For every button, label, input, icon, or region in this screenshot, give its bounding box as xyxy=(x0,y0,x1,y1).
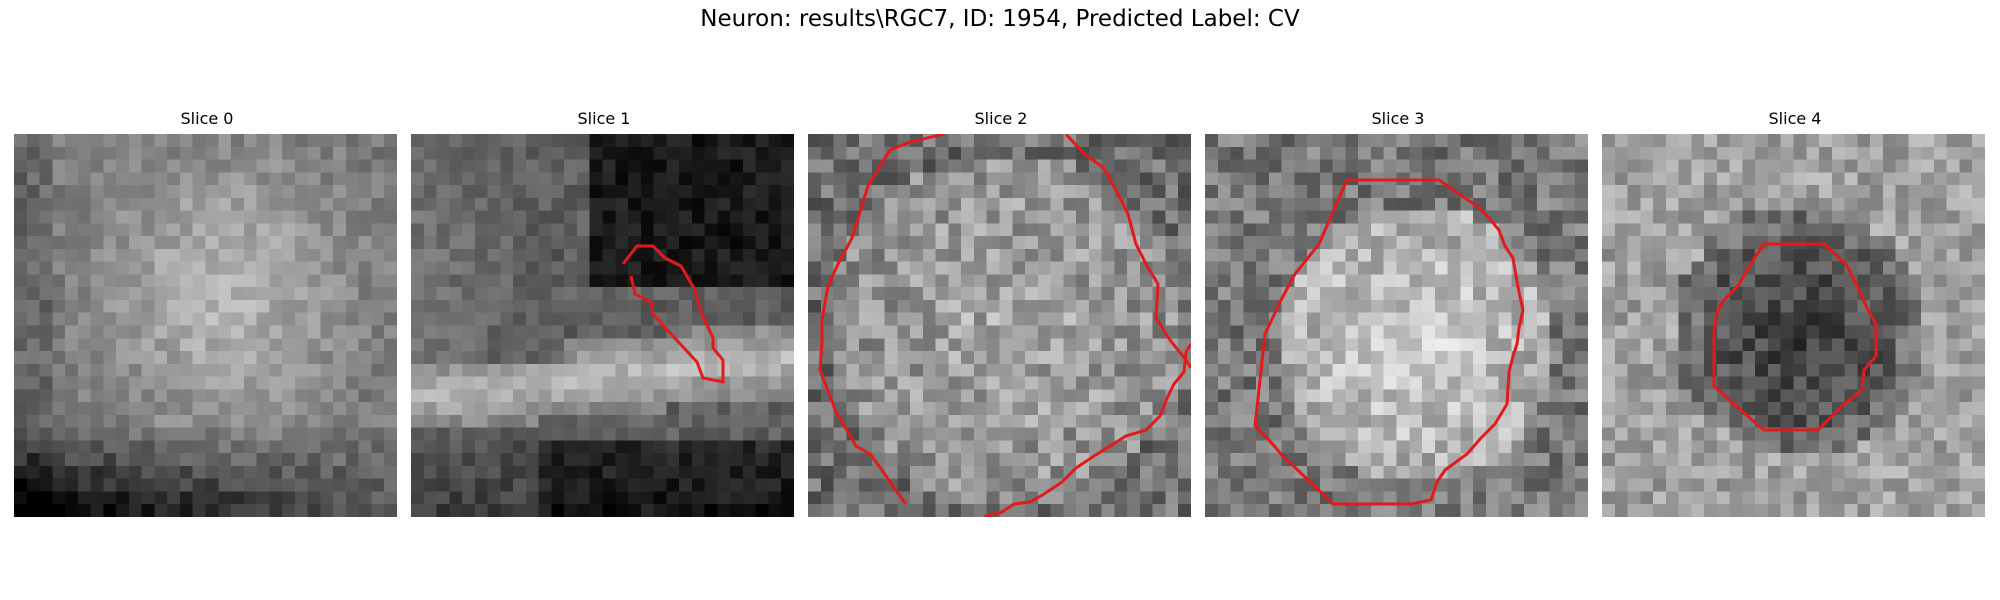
slice-title: Slice 2 xyxy=(974,109,1028,128)
contour-line xyxy=(983,343,1191,517)
slice-title: Slice 4 xyxy=(1768,109,1822,128)
contour-overlay xyxy=(1253,178,1525,506)
contour-line xyxy=(1712,242,1878,432)
slice-image xyxy=(411,134,794,517)
slice-image xyxy=(14,134,397,517)
microscopy-slice-1 xyxy=(411,134,794,517)
microscopy-slice-0 xyxy=(14,134,397,517)
slice-image xyxy=(1602,134,1985,517)
slice-panel-4: Slice 4 xyxy=(1602,108,1988,517)
slice-panel-3: Slice 3 xyxy=(1205,108,1591,517)
slice-panel-2: Slice 2 xyxy=(808,108,1194,517)
contour-line xyxy=(621,244,725,384)
contour-overlay xyxy=(818,134,1191,517)
slice-panel-1: Slice 1 xyxy=(411,108,797,517)
slice-title: Slice 1 xyxy=(577,109,631,128)
slice-image xyxy=(808,134,1191,517)
figure-title: Neuron: results\RGC7, ID: 1954, Predicte… xyxy=(700,6,1300,32)
slice-panel-0: Slice 0 xyxy=(14,108,400,517)
slice-image xyxy=(1205,134,1588,517)
microscopy-slice-4 xyxy=(1602,134,1985,517)
contour-line xyxy=(1253,178,1525,506)
microscopy-slice-2 xyxy=(808,134,1191,517)
slice-title: Slice 0 xyxy=(180,109,234,128)
contour-overlay xyxy=(1712,242,1878,432)
slice-title: Slice 3 xyxy=(1371,109,1425,128)
contour-line xyxy=(1064,134,1191,369)
contour-overlay xyxy=(621,244,725,384)
contour-line xyxy=(818,134,945,505)
